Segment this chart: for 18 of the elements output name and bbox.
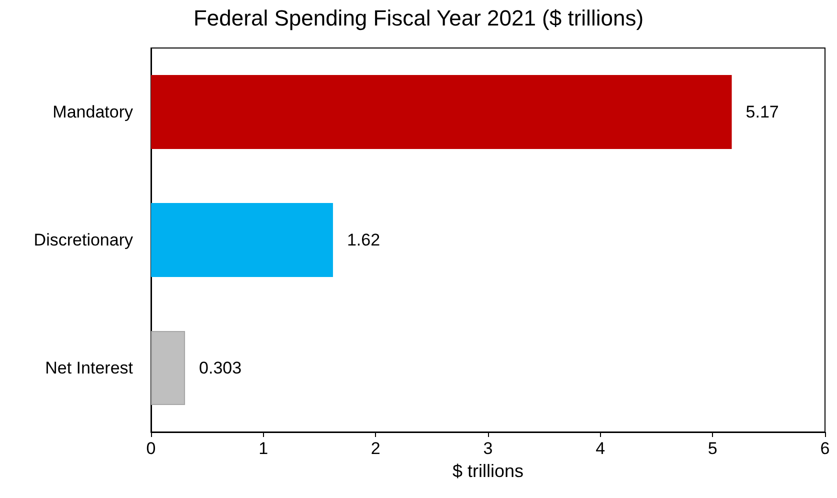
data-label: 1.62: [346, 230, 380, 250]
x-tick-label: 0: [146, 439, 156, 458]
y-tick-label: Net Interest: [45, 358, 134, 378]
x-tick-label: 2: [370, 439, 380, 458]
x-axis-title: $ trillions: [452, 460, 524, 481]
y-tick-label: Mandatory: [52, 102, 134, 122]
y-tick-label: Discretionary: [34, 230, 134, 250]
chart-title: Federal Spending Fiscal Year 2021 ($ trillions): [193, 6, 644, 30]
x-tick-label: 3: [483, 439, 493, 458]
data-label: 5.17: [746, 102, 779, 122]
x-tick-label: 4: [596, 439, 606, 458]
bar: [151, 75, 732, 149]
data-label: 0.303: [199, 358, 242, 378]
bar: [151, 203, 333, 277]
x-tick-label: 6: [820, 439, 830, 458]
x-tick-label: 5: [708, 439, 718, 458]
x-tick-label: 1: [258, 439, 268, 458]
bar: [151, 331, 186, 405]
